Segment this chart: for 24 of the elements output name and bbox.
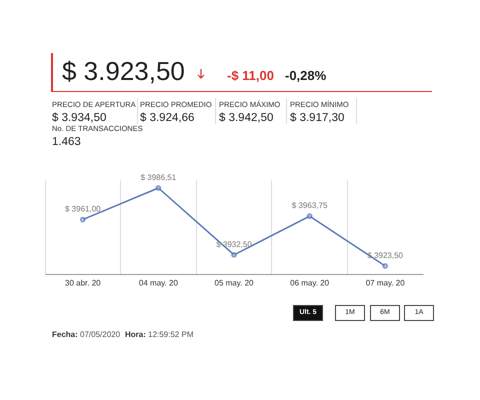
point [231,252,237,258]
text: $ 3.924,66 [140,112,194,124]
point [382,263,388,269]
x-tick-label: 30 abr. 20 [65,278,102,288]
x-tick-label: 07 may. 20 [366,278,406,288]
point [156,185,162,191]
point [306,213,312,220]
text: 1.463 [52,136,81,148]
text: Fecha: 07/05/2020 [52,330,120,339]
text: $ 3.942,50 [219,112,274,124]
text: $ 3.934,50 [52,112,106,124]
text: -0,28% [285,68,326,83]
data-label: $ 3963,75 [292,201,328,210]
data-label: $ 3986,51 [140,173,177,182]
data-label: $ 3961,00 [65,204,102,214]
text: -$ 11,00 [227,68,274,83]
chart-title: $ 3.923,50 [62,56,185,87]
x-tick-label: 05 may. 20 [214,278,254,288]
data-label: $ 3932,50 [216,240,252,249]
text: $ 3.917,30 [290,112,344,124]
text: Hora: 12:59:52 PM [125,330,194,339]
x-tick-label: 04 may. 20 [138,278,178,288]
point [80,216,86,222]
x-tick-label: 06 may. 20 [290,278,330,288]
